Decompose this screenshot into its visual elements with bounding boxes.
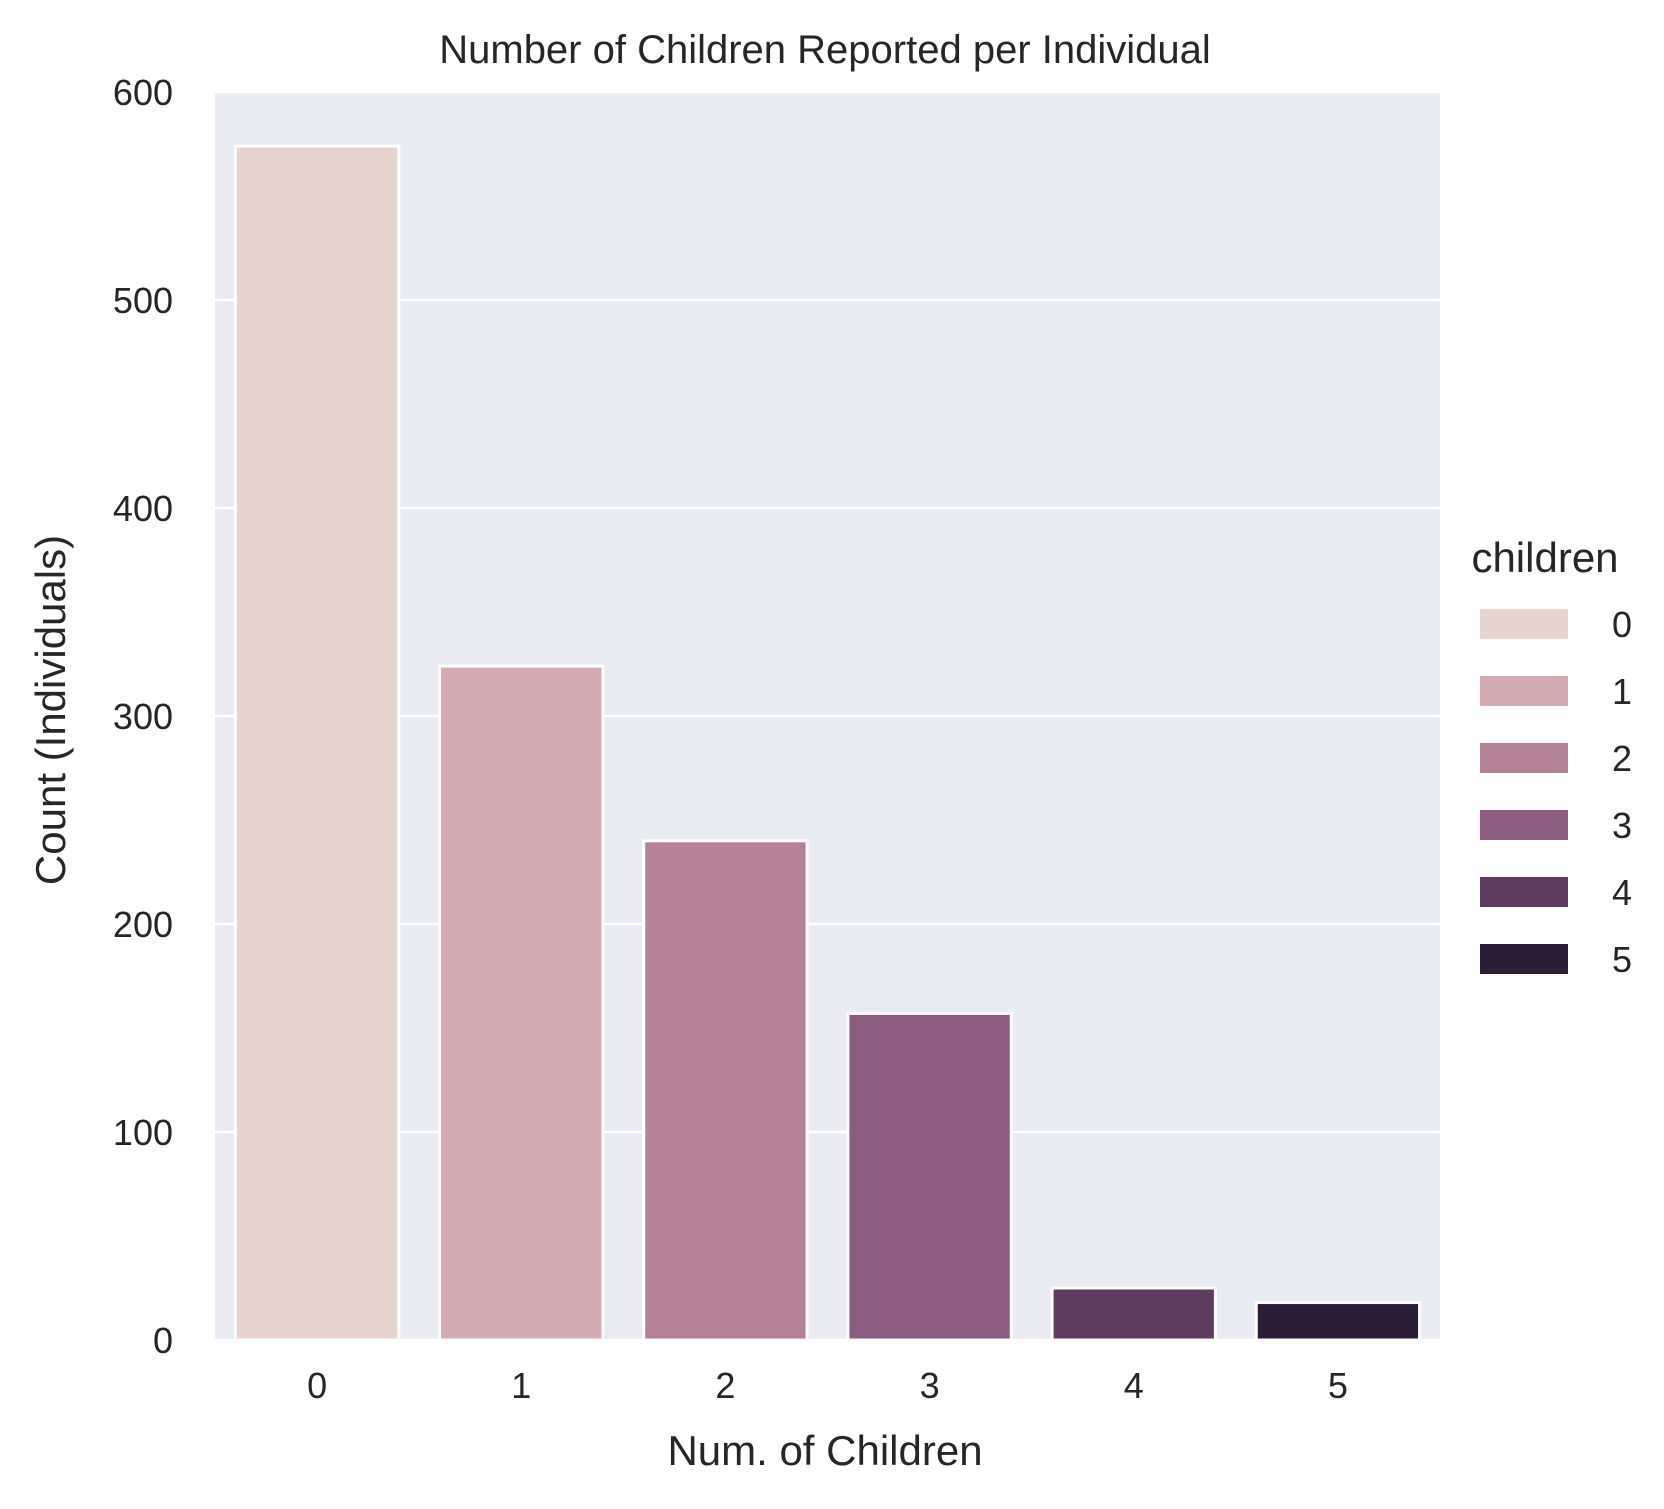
legend-label-2: 2: [1612, 738, 1632, 779]
y-tick-label: 100: [113, 1112, 173, 1153]
legend-label-4: 4: [1612, 872, 1632, 913]
chart-title: Number of Children Reported per Individu…: [439, 28, 1211, 72]
legend-label-1: 1: [1612, 671, 1632, 712]
legend-label-3: 3: [1612, 805, 1632, 846]
x-tick-label: 5: [1328, 1365, 1348, 1406]
y-tick-label: 600: [113, 72, 173, 113]
y-tick-label: 300: [113, 696, 173, 737]
gridlines: [215, 90, 1440, 1342]
legend-swatch-2: [1480, 743, 1568, 773]
legend-swatch-4: [1480, 877, 1568, 907]
y-tick-label: 0: [153, 1320, 173, 1361]
legend-label-5: 5: [1612, 939, 1632, 980]
y-axis-ticks: 0 100 200 300 400 500 600: [113, 72, 173, 1361]
y-tick-label: 200: [113, 904, 173, 945]
bar-4: [1050, 1286, 1217, 1342]
legend-swatch-5: [1480, 944, 1568, 974]
bar-5: [1254, 1301, 1422, 1342]
x-tick-label: 4: [1124, 1365, 1144, 1406]
legend-swatch-0: [1480, 609, 1568, 639]
bars: [233, 144, 1422, 1342]
x-tick-label: 3: [920, 1365, 940, 1406]
legend-swatch-1: [1480, 676, 1568, 706]
x-axis-label: Num. of Children: [667, 1427, 982, 1474]
legend: children 0 1 2 3 4 5: [1471, 534, 1632, 980]
legend-swatch-3: [1480, 810, 1568, 840]
bar-0: [233, 144, 401, 1342]
bar-1: [438, 664, 605, 1342]
bar-3: [846, 1011, 1013, 1342]
legend-label-0: 0: [1612, 604, 1632, 645]
x-tick-label: 1: [511, 1365, 531, 1406]
y-tick-label: 500: [113, 280, 173, 321]
bar-2: [642, 839, 809, 1342]
y-tick-label: 400: [113, 488, 173, 529]
x-axis-ticks: 0 1 2 3 4 5: [307, 1365, 1348, 1406]
y-axis-label: Count (Individuals): [27, 535, 74, 885]
x-tick-label: 0: [307, 1365, 327, 1406]
legend-title: children: [1471, 534, 1618, 581]
x-tick-label: 2: [715, 1365, 735, 1406]
